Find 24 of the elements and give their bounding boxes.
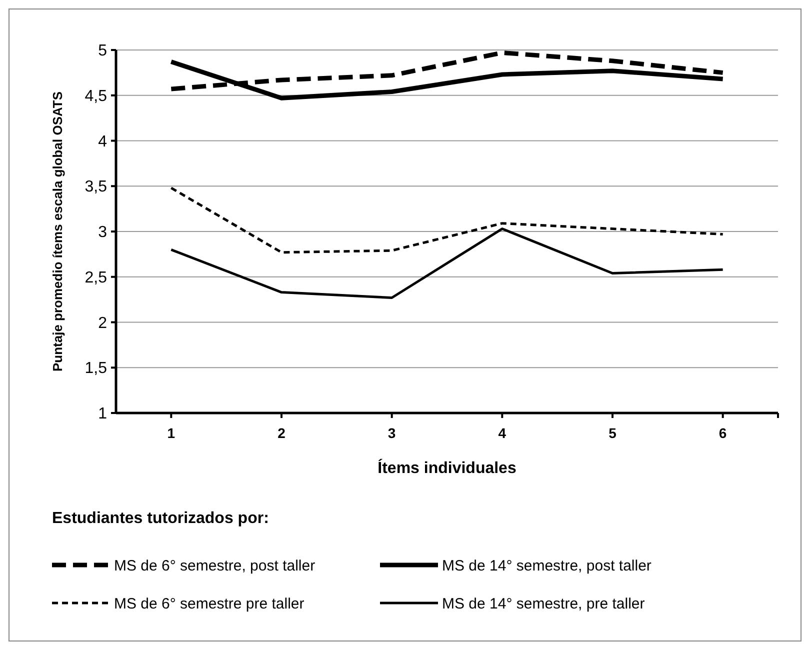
line-series bbox=[170, 228, 724, 299]
y-tick-label: 2 bbox=[98, 314, 108, 332]
x-tick-label: 6 bbox=[718, 425, 727, 441]
y-tick-label: 2,5 bbox=[84, 269, 108, 286]
legend-title: Estudiantes tutorizados por: bbox=[52, 510, 269, 527]
x-tick-label: 4 bbox=[498, 425, 506, 441]
y-tick-label: 4 bbox=[98, 133, 108, 150]
line-series bbox=[170, 186, 724, 254]
y-axis-title: Puntaje promedio ítems escala global OSATS bbox=[50, 91, 65, 372]
y-tick-label: 3,5 bbox=[84, 178, 108, 196]
legend-label: MS de 6° semestre, post taller bbox=[114, 557, 316, 574]
y-tick-label: 3 bbox=[98, 224, 108, 242]
x-tick-label: 3 bbox=[388, 425, 396, 441]
legend-label: MS de 6° semestre pre taller bbox=[114, 595, 304, 612]
x-tick-label: 2 bbox=[278, 425, 286, 441]
y-tick-label: 1 bbox=[98, 406, 108, 423]
legend-label: MS de 14° semestre, pre taller bbox=[442, 595, 645, 612]
y-tick-label: 5 bbox=[98, 42, 108, 60]
y-tick-label: 1,5 bbox=[84, 360, 108, 378]
x-tick-label: 5 bbox=[608, 425, 617, 441]
legend-label: MS de 14° semestre, post taller bbox=[442, 557, 652, 574]
x-tick-label: 1 bbox=[167, 425, 176, 441]
y-tick-label: 4,5 bbox=[84, 88, 108, 105]
x-axis-title: Ítems individuales bbox=[378, 458, 516, 477]
